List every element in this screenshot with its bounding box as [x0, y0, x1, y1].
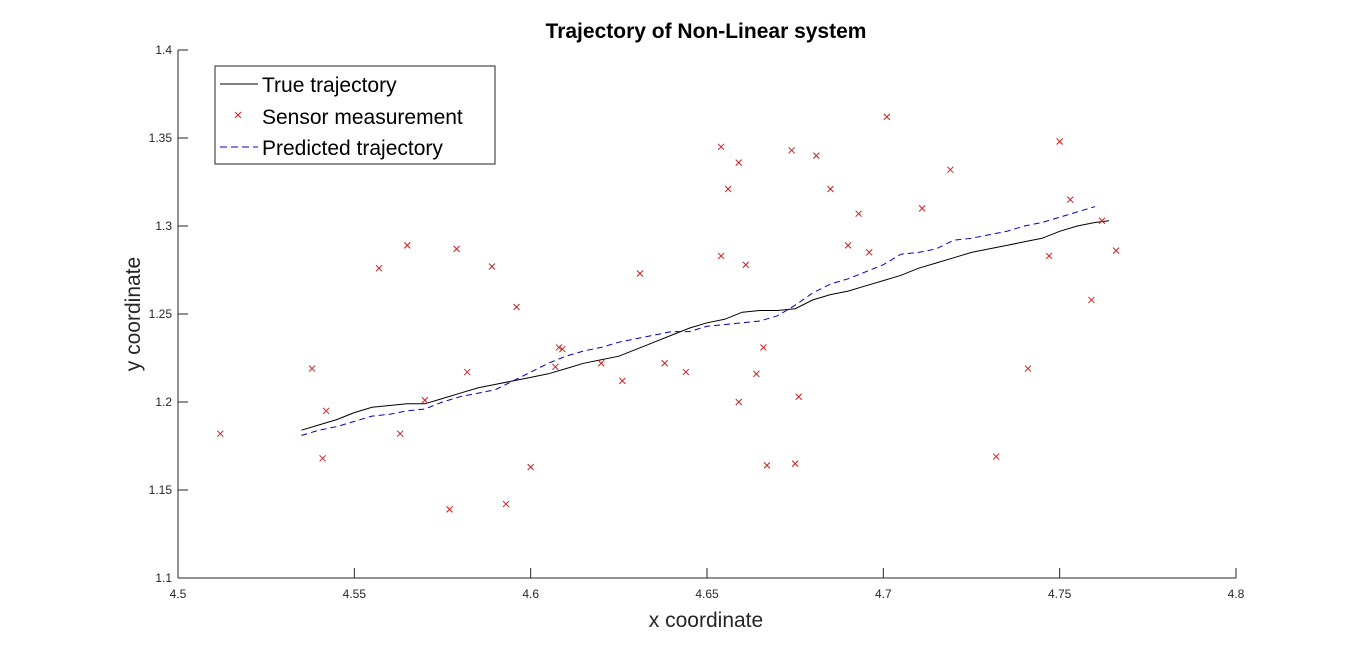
data-point-sensor-measurement — [502, 500, 510, 508]
data-point-sensor-measurement — [488, 263, 496, 270]
data-point-sensor-measurement — [559, 345, 566, 353]
data-point-sensor-measurement — [946, 166, 954, 174]
legend-sensor-measurement-label: Sensor measurement — [262, 106, 463, 129]
y-tick-label: 1.35 — [149, 131, 173, 145]
x-tick-label: 4.6 — [522, 587, 539, 601]
data-point-sensor-measurement — [735, 398, 743, 406]
legend-box — [214, 65, 496, 165]
data-point-sensor-measurement — [791, 460, 799, 467]
data-point-sensor-measurement — [403, 242, 411, 249]
data-point-sensor-measurement — [513, 303, 520, 311]
data-point-sensor-measurement — [636, 270, 644, 277]
y-tick-label: 1.25 — [149, 307, 173, 321]
data-point-sensor-measurement — [421, 396, 429, 404]
x-tick-label: 4.75 — [1048, 587, 1072, 601]
data-point-sensor-measurement — [1056, 138, 1064, 145]
chart-title: Trajectory of Non-Linear system — [546, 20, 867, 43]
legend-true-trajectory-label: True trajectory — [262, 74, 397, 97]
data-point-sensor-measurement — [446, 506, 453, 513]
series-line-true-trajectory — [301, 220, 1110, 431]
x-tick-label: 4.5 — [170, 587, 187, 601]
data-point-sensor-measurement — [597, 359, 605, 367]
data-point-sensor-measurement — [855, 210, 863, 218]
data-point-sensor-measurement — [527, 463, 535, 471]
series-line-predicted-trajectory — [301, 206, 1096, 436]
data-point-sensor-measurement — [619, 377, 626, 385]
plot-area — [216, 113, 1120, 513]
axes: 4.5 4.55 4.6 4.65 4.7 4.75 4.8 1.1 1.15 1.2 1.25 1.… — [149, 43, 1245, 601]
legend: True trajectory Sensor measurement Predi… — [214, 65, 496, 165]
data-point-sensor-measurement — [812, 152, 820, 159]
data-point-sensor-measurement — [844, 242, 852, 249]
data-point-sensor-measurement — [795, 393, 803, 401]
y-tick-label: 1.3 — [155, 219, 172, 233]
data-point-sensor-measurement — [717, 143, 725, 151]
data-point-sensor-measurement — [1098, 217, 1106, 225]
data-point-sensor-measurement — [308, 365, 316, 372]
data-point-sensor-measurement — [760, 344, 767, 351]
data-point-sensor-measurement — [375, 264, 383, 272]
data-point-sensor-measurement — [827, 185, 834, 193]
data-point-sensor-measurement — [453, 245, 460, 253]
data-point-sensor-measurement — [319, 454, 326, 462]
data-point-sensor-measurement — [865, 249, 873, 256]
data-point-sensor-measurement — [1045, 252, 1053, 260]
data-point-sensor-measurement — [661, 359, 669, 367]
data-point-sensor-measurement — [883, 113, 891, 121]
data-point-sensor-measurement — [1066, 196, 1074, 203]
data-point-sensor-measurement — [551, 363, 559, 371]
y-tick-label: 1.1 — [155, 571, 172, 585]
x-tick-label: 4.7 — [875, 587, 892, 601]
legend-sensor-measurement-marker — [234, 111, 242, 119]
y-axis-label: y coordinate — [122, 257, 145, 371]
data-point-sensor-measurement — [763, 462, 771, 469]
y-tick-label: 1.15 — [149, 483, 173, 497]
data-point-sensor-measurement — [216, 430, 224, 438]
data-point-sensor-measurement — [918, 205, 926, 212]
data-point-sensor-measurement — [555, 344, 563, 351]
data-point-sensor-measurement — [742, 261, 750, 269]
data-point-sensor-measurement — [735, 159, 743, 166]
data-point-sensor-measurement — [1112, 247, 1120, 254]
data-point-sensor-measurement — [724, 185, 732, 193]
data-point-sensor-measurement — [992, 453, 1000, 460]
y-tick-label: 1.4 — [155, 43, 172, 57]
legend-predicted-trajectory-label: Predicted trajectory — [262, 137, 443, 160]
y-tick-label: 1.2 — [155, 395, 172, 409]
data-point-sensor-measurement — [682, 368, 690, 376]
data-point-sensor-measurement — [1024, 365, 1032, 372]
data-point-sensor-measurement — [717, 252, 725, 260]
data-point-sensor-measurement — [1088, 296, 1095, 304]
data-point-sensor-measurement — [753, 370, 760, 378]
x-tick-label: 4.65 — [695, 587, 719, 601]
data-point-sensor-measurement — [322, 407, 330, 415]
x-tick-label: 4.55 — [343, 587, 367, 601]
x-axis-label: x coordinate — [649, 609, 763, 632]
data-point-sensor-measurement — [396, 430, 404, 438]
data-point-sensor-measurement — [788, 146, 795, 154]
data-point-sensor-measurement — [463, 368, 471, 376]
x-tick-label: 4.8 — [1228, 587, 1245, 601]
